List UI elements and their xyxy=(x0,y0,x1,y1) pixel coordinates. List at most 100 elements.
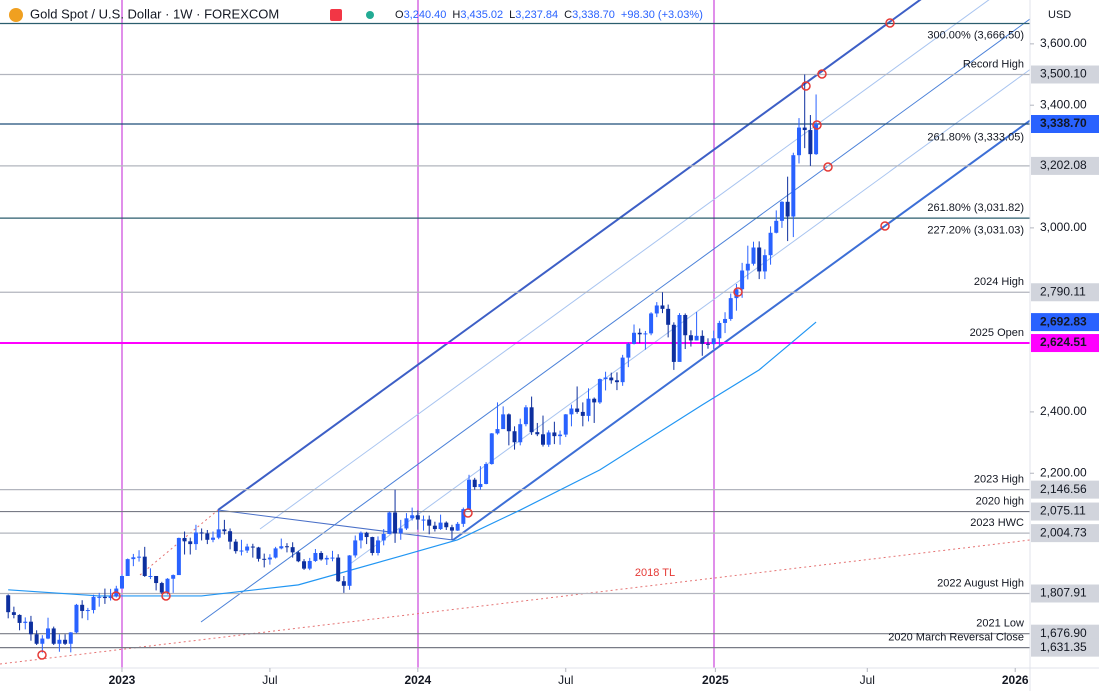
candle-body xyxy=(705,343,710,345)
y-tick-label: 2,200.00 xyxy=(1040,465,1087,479)
candle-body xyxy=(319,552,324,560)
price-tag-label: 2,624.51 xyxy=(1040,335,1087,349)
candle-body xyxy=(529,407,534,433)
channel-lower xyxy=(452,119,1030,541)
candle-body xyxy=(102,596,107,599)
candle-body xyxy=(694,335,699,341)
candle-body xyxy=(444,522,449,528)
candle-body xyxy=(199,532,204,534)
x-tick-label: Jul xyxy=(262,673,277,687)
candle-body xyxy=(666,308,671,325)
level-note: 227.20% (3,031.03) xyxy=(927,224,1024,236)
candle-body xyxy=(523,407,528,425)
ohlc-key: H xyxy=(452,9,460,21)
candle-body xyxy=(108,596,113,599)
level-note: 2025 Open xyxy=(970,327,1024,339)
candle-body xyxy=(347,555,352,586)
candle-body xyxy=(455,523,460,531)
candle-body xyxy=(131,557,136,560)
ohlc-value: 3,237.84 xyxy=(515,9,558,21)
candle-body xyxy=(273,548,278,558)
channel-handle xyxy=(217,509,454,541)
drawings: 300.00% (3,666.50) Record High 261.80% (3,… xyxy=(0,0,1030,668)
candle-body xyxy=(717,322,722,339)
candle-body xyxy=(734,289,739,299)
candle-body xyxy=(569,408,574,415)
candle-body xyxy=(449,527,454,531)
price-tag-label: 3,202.08 xyxy=(1040,158,1087,172)
candle-body xyxy=(290,547,295,553)
price-tag xyxy=(1031,334,1099,353)
header: Gold Spot / U.S. Dollar · 1W · FOREXCOM … xyxy=(9,6,1071,22)
candle-body xyxy=(40,638,45,644)
candle-body xyxy=(336,557,341,582)
level-note: 2024 High xyxy=(974,276,1024,288)
marker xyxy=(463,508,473,518)
candle-body xyxy=(791,155,796,217)
candle-body xyxy=(341,581,346,586)
marker xyxy=(812,120,822,130)
candle-body xyxy=(296,552,301,562)
candle-body xyxy=(46,628,51,639)
candle-body xyxy=(797,127,802,156)
candle-body xyxy=(68,632,73,644)
candle-body xyxy=(563,414,568,435)
candle-body xyxy=(461,509,466,524)
level-note: 2023 High xyxy=(974,474,1024,486)
candle-body xyxy=(779,201,784,221)
candle-body xyxy=(381,533,386,541)
candle-body xyxy=(643,333,648,335)
candle-body xyxy=(484,464,489,484)
candle-body xyxy=(216,529,221,538)
candle-body xyxy=(660,305,665,309)
candle-body xyxy=(57,639,62,644)
ohlc-value: 3,338.70 xyxy=(572,9,615,21)
candle-body xyxy=(28,621,33,635)
ohlc-key: O xyxy=(395,9,404,21)
candle-body xyxy=(211,537,216,540)
candle-body xyxy=(398,528,403,534)
marker xyxy=(885,18,895,28)
channel-quarter xyxy=(259,0,990,530)
marker xyxy=(823,162,833,172)
candle-body xyxy=(723,318,728,323)
y-tick-label: 3,600.00 xyxy=(1040,36,1087,50)
candle-body xyxy=(91,596,96,611)
price-tag xyxy=(1031,313,1099,332)
candle-body xyxy=(97,596,102,598)
price-tag-label: 3,500.10 xyxy=(1040,67,1087,81)
level-note: 261.80% (3,031.82) xyxy=(927,202,1024,214)
x-tick-label: Jul xyxy=(558,673,573,687)
candle-body xyxy=(472,479,477,488)
candle-body xyxy=(171,575,176,579)
candle-body xyxy=(85,610,90,612)
candle-body xyxy=(137,556,142,558)
candle-body xyxy=(313,552,318,561)
symbol-icon xyxy=(9,8,23,22)
price-tag-label: 1,631.35 xyxy=(1040,640,1087,654)
candle-body xyxy=(438,522,443,530)
candle-body xyxy=(814,124,819,155)
candle-body xyxy=(148,575,153,577)
ohlc-value: 3,240.40 xyxy=(404,9,447,21)
annotation: 2018 TL xyxy=(635,567,675,579)
candle-body xyxy=(23,621,28,623)
candle-body xyxy=(245,546,250,551)
candle-body xyxy=(51,628,56,644)
price-tag-label: 3,338.70 xyxy=(1040,116,1087,130)
candle-body xyxy=(575,408,580,412)
marker xyxy=(817,69,827,79)
candle-body xyxy=(495,429,500,434)
x-tick-label: Jul xyxy=(860,673,875,687)
price-tag-label: 2,692.83 xyxy=(1040,314,1087,328)
candle-body xyxy=(279,546,284,549)
price-tag xyxy=(1031,624,1099,643)
candle-body xyxy=(165,578,170,593)
candle-body xyxy=(250,546,255,548)
candle-body xyxy=(802,127,807,131)
x-tick-label: 2026 xyxy=(1002,673,1029,687)
candle-body xyxy=(222,529,227,532)
marker xyxy=(880,221,890,231)
candle-body xyxy=(740,270,745,290)
candle-body xyxy=(774,220,779,233)
